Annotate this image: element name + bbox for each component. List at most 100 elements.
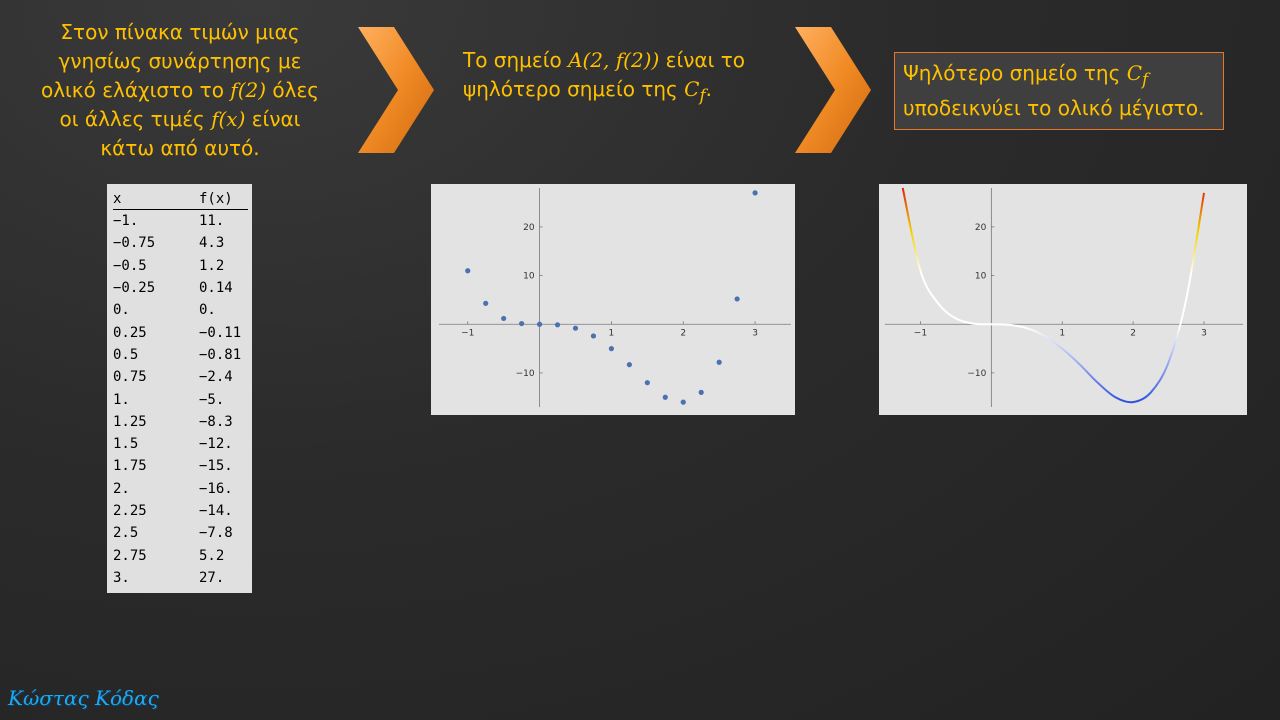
cell-fx: −14. (199, 503, 233, 519)
function-curve (901, 187, 1205, 404)
y-tick-label: −10 (516, 369, 535, 379)
cell-fx: 27. (199, 569, 225, 586)
column-header-x: x (113, 188, 199, 210)
cell-x: 2.25 (113, 503, 147, 519)
y-tick-label: −10 (967, 369, 986, 379)
table-row: 0.25 −0.11 (113, 321, 248, 343)
data-point (698, 389, 704, 395)
data-point (662, 394, 668, 400)
math-expression: C (1126, 61, 1143, 85)
caption-line: Το σημείο A(2, f(2)) είναι το (463, 46, 783, 75)
table-row: 1.25 −8.3 (113, 411, 248, 433)
table-row: 2.75 5.2 (113, 544, 248, 566)
cell-x: −0.75 (113, 235, 156, 252)
x-tick-label: −1 (914, 328, 927, 338)
table-row: 0.5 −0.81 (113, 344, 248, 366)
table-row: −0.75 4.3 (113, 232, 248, 254)
caption-line: ψηλότερο σημείο της Cf. (463, 75, 783, 110)
data-point (554, 322, 561, 328)
chevron-right-icon (358, 27, 434, 153)
x-tick-label: −1 (461, 328, 474, 338)
data-point (608, 346, 615, 352)
cell-x: −0.25 (113, 280, 156, 297)
y-tick-label: 10 (975, 272, 987, 282)
data-point (465, 268, 471, 274)
data-point (536, 321, 543, 327)
scatter-plot: −1 1 2 3 20 10 −10 (431, 184, 795, 415)
cell-fx: 0. (199, 302, 216, 319)
math-expression: C (684, 77, 700, 101)
table-row: 1.5 −12. (113, 433, 248, 455)
data-point (716, 359, 722, 365)
cell-x: 2.5 (113, 525, 139, 542)
caption-text: είναι το (659, 48, 745, 72)
caption-line: ολικό ελάχιστο το f(2) όλες (20, 76, 340, 105)
cell-fx: −2.4 (199, 369, 233, 386)
cell-fx: 5.2 (199, 547, 225, 564)
caption-line: κάτω από αυτό. (100, 136, 260, 160)
author-signature: Κώστας Κόδας (8, 686, 159, 710)
data-point (644, 380, 650, 386)
math-subscript: f (699, 86, 706, 105)
caption-step-3: Ψηλότερο σημείο της Cf υποδεικνύει το ολ… (894, 52, 1224, 130)
cell-fx: 11. (199, 213, 225, 230)
cell-fx: 4.3 (199, 235, 225, 252)
cell-x: 0.75 (113, 369, 147, 386)
x-tick-label: 1 (1059, 328, 1065, 338)
caption-text: Το σημείο (463, 48, 569, 72)
caption-step-2: Το σημείο A(2, f(2)) είναι το ψηλότερο σ… (463, 46, 783, 110)
data-point (501, 315, 507, 322)
math-expression: f(2) (230, 78, 267, 102)
caption-line: οι άλλες τιμές f(x) είναι (20, 105, 340, 134)
table-row: 2.25 −14. (113, 500, 248, 522)
cell-x: 2. (113, 480, 130, 497)
cell-fx: −16. (199, 480, 233, 497)
cell-x: −1. (113, 213, 139, 230)
cell-fx: 0.14 (199, 280, 233, 297)
math-expression: f(x) (211, 107, 246, 131)
cell-x: −0.5 (113, 257, 147, 274)
cell-x: 0.5 (113, 346, 139, 363)
table-row: 3. 27. (113, 567, 248, 589)
caption-line: Στον πίνακα τιμών μιας (60, 20, 300, 44)
cell-fx: −15. (199, 458, 233, 475)
table-row: 2. −16. (113, 478, 248, 500)
data-point (572, 325, 579, 331)
data-point (680, 399, 686, 405)
math-subscript: f (1142, 70, 1149, 89)
cell-fx: −0.11 (199, 324, 242, 341)
x-tick-label: 2 (680, 328, 686, 338)
table-header-row: x f(x) (113, 188, 248, 210)
cell-fx: −12. (199, 436, 233, 453)
cell-x: 3. (113, 569, 130, 586)
axes: −1 1 2 3 20 10 −10 (439, 188, 791, 407)
cell-x: 1.75 (113, 458, 147, 475)
table-row: −0.25 0.14 (113, 277, 248, 299)
column-header-fx: f(x) (199, 188, 248, 210)
table-row: −1. 11. (113, 210, 248, 233)
value-table: x f(x) −1. 11. −0.75 4.3 −0.5 1.2 −0.25 0.14 0. 0… (107, 184, 252, 593)
cell-x: 1.25 (113, 413, 147, 430)
data-point (590, 333, 597, 339)
caption-line: γνησίως συνάρτησης με (58, 49, 302, 73)
table-row: 0.75 −2.4 (113, 366, 248, 388)
x-tick-label: 3 (752, 328, 758, 338)
curve-plot: −1 1 2 3 20 10 −10 (879, 184, 1247, 415)
y-tick-label: 10 (523, 272, 535, 282)
cell-x: 1. (113, 391, 130, 408)
cell-x: 0. (113, 302, 130, 319)
caption-text: Ψηλότερο σημείο της (903, 61, 1127, 85)
table-row: 2.5 −7.8 (113, 522, 248, 544)
x-tick-label: 2 (1130, 328, 1136, 338)
data-point (483, 300, 489, 306)
cell-x: 2.75 (113, 547, 147, 564)
table-row: 1. −5. (113, 388, 248, 410)
caption-line: υποδεικνύει το ολικό μέγιστο. (903, 96, 1205, 120)
x-tick-label: 1 (609, 328, 615, 338)
caption-step-1: Στον πίνακα τιμών μιας γνησίως συνάρτηση… (20, 18, 340, 163)
table-row: −0.5 1.2 (113, 255, 248, 277)
axes: −1 1 2 3 20 10 −10 (885, 188, 1243, 407)
cell-x: 0.25 (113, 324, 147, 341)
cell-fx: −5. (199, 391, 225, 408)
data-point (519, 320, 525, 327)
